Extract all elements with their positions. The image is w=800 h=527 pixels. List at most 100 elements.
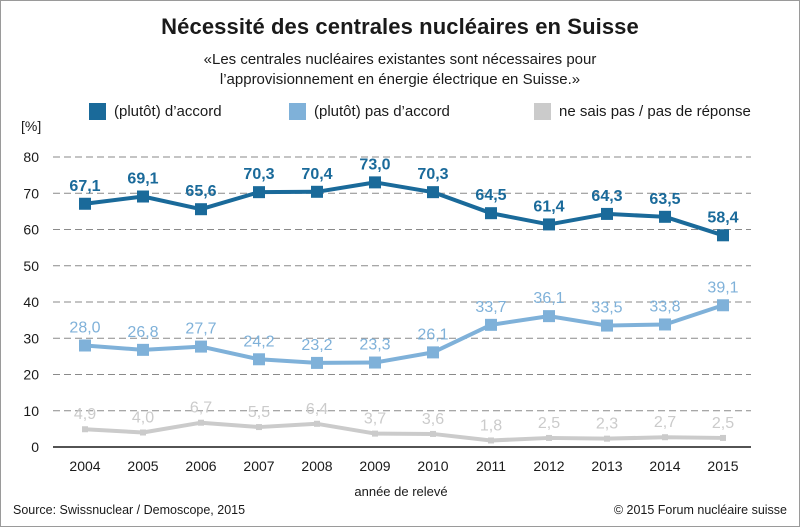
data-label-accord-2015: 58,4 [707,209,738,226]
point-accord-2011 [485,207,497,220]
point-pas-accord-2005 [137,343,149,356]
point-pas-accord-2015 [717,299,729,312]
source-note: Source: Swissnuclear / Demoscope, 2015 [13,503,246,517]
data-label-pas-accord-2014: 33,8 [649,298,680,315]
copyright-note: © 2015 Forum nucléaire suisse [613,503,787,517]
x-tick-label-2005: 2005 [127,458,158,474]
point-ne-sais-pas-2008 [314,420,320,427]
data-label-ne-sais-pas-2011: 1,8 [480,417,502,434]
x-tick-label-2009: 2009 [359,458,390,474]
series-line-ne-sais-pas [83,420,725,443]
legend-item-accord: (plutôt) d’accord [89,99,222,123]
data-label-ne-sais-pas-2010: 3,6 [422,411,444,428]
data-label-accord-2005: 69,1 [127,171,158,188]
y-tick-label-40: 40 [23,294,39,310]
point-pas-accord-2008 [311,356,323,369]
point-pas-accord-2009 [369,356,381,369]
point-accord-2010 [427,186,439,199]
y-tick-label-30: 30 [23,330,39,346]
data-label-accord-2007: 70,3 [243,166,274,183]
x-tick-label-2014: 2014 [649,458,680,474]
x-tick-label-2013: 2013 [591,458,622,474]
point-pas-accord-2012 [543,310,555,323]
y-tick-label-70: 70 [23,185,39,201]
data-label-accord-2014: 63,5 [649,191,680,208]
point-accord-2014 [659,210,671,223]
y-axis-unit-label: [%] [21,118,42,134]
data-label-ne-sais-pas-2006: 6,7 [190,400,212,417]
chart-title: Nécessité des centrales nucléaires en Su… [161,14,639,39]
data-label-pas-accord-2004: 28,0 [69,320,100,337]
y-tick-label-0: 0 [31,439,39,455]
point-ne-sais-pas-2014 [662,434,668,441]
x-tick-label-2012: 2012 [533,458,564,474]
data-label-ne-sais-pas-2009: 3,7 [364,411,386,428]
chart-subtitle: «Les centrales nucléaires existantes son… [203,51,597,88]
data-label-ne-sais-pas-2007: 5,5 [248,404,270,421]
legend-item-ne-sais-pas: ne sais pas / pas de réponse [534,99,751,123]
point-pas-accord-2013 [601,319,613,332]
data-label-ne-sais-pas-2012: 2,5 [538,415,560,432]
x-tick-label-2010: 2010 [417,458,448,474]
point-accord-2005 [137,190,149,203]
y-tick-label-60: 60 [23,222,39,238]
legend-label-pas-accord: (plutôt) pas d’accord [314,102,450,120]
x-tick-label-2015: 2015 [707,458,738,474]
point-ne-sais-pas-2015 [720,434,726,441]
data-label-accord-2006: 65,6 [185,183,216,200]
point-accord-2007 [253,186,265,199]
series-line-accord [83,180,725,238]
legend-item-pas-accord: (plutôt) pas d’accord [289,99,450,123]
point-ne-sais-pas-2011 [488,437,494,444]
data-label-pas-accord-2005: 26,8 [127,324,158,341]
data-label-pas-accord-2009: 23,3 [359,337,390,354]
point-accord-2013 [601,207,613,220]
x-tick-label-2011: 2011 [476,458,506,474]
legend-swatch-ne-sais-pas [534,102,551,120]
point-ne-sais-pas-2005 [140,429,146,436]
legend-swatch-pas-accord [289,102,306,120]
point-accord-2009 [369,176,381,189]
data-label-ne-sais-pas-2008: 6,4 [306,401,328,418]
point-ne-sais-pas-2012 [546,434,552,441]
data-label-pas-accord-2007: 24,2 [243,333,274,350]
chart-legend: (plutôt) d’accord (plutôt) pas d’accord … [1,99,799,123]
data-label-pas-accord-2013: 33,5 [591,300,622,317]
x-tick-label-2007: 2007 [243,458,274,474]
x-tick-label-2008: 2008 [301,458,332,474]
data-label-accord-2011: 64,5 [475,187,506,204]
point-ne-sais-pas-2007 [256,424,262,431]
data-label-pas-accord-2010: 26,1 [417,326,448,343]
point-ne-sais-pas-2006 [198,419,204,426]
y-tick-label-20: 20 [23,367,39,383]
data-label-pas-accord-2015: 39,1 [707,279,738,296]
point-pas-accord-2006 [195,340,207,353]
y-tick-label-80: 80 [23,149,39,165]
point-pas-accord-2010 [427,346,439,359]
point-pas-accord-2007 [253,353,265,366]
data-label-pas-accord-2006: 27,7 [185,321,216,338]
data-label-ne-sais-pas-2013: 2,3 [596,416,618,433]
legend-swatch-accord [89,102,106,120]
x-tick-label-2006: 2006 [185,458,216,474]
point-accord-2012 [543,218,555,231]
data-label-accord-2008: 70,4 [301,166,332,183]
data-label-ne-sais-pas-2014: 2,7 [654,414,676,431]
data-label-pas-accord-2012: 36,1 [533,290,564,307]
point-ne-sais-pas-2010 [430,430,436,437]
x-tick-label-2004: 2004 [69,458,100,474]
point-accord-2004 [79,197,91,210]
point-accord-2008 [311,185,323,198]
data-label-accord-2012: 61,4 [533,198,564,215]
legend-label-accord: (plutôt) d’accord [114,102,222,120]
x-axis-label: année de relevé [354,484,447,499]
y-tick-label-10: 10 [23,403,39,419]
data-label-pas-accord-2008: 23,2 [301,337,332,354]
point-ne-sais-pas-2004 [82,426,88,433]
data-label-accord-2004: 67,1 [69,178,100,195]
point-pas-accord-2011 [485,318,497,331]
point-pas-accord-2014 [659,318,671,331]
data-label-ne-sais-pas-2005: 4,0 [132,410,154,427]
legend-label-ne-sais-pas: ne sais pas / pas de réponse [559,102,751,120]
